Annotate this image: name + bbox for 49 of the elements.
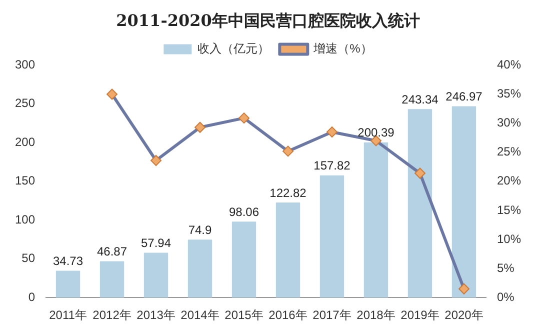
y2-tick-label: 35%	[496, 86, 522, 101]
y-tick-label: 150	[14, 174, 36, 188]
data-label: 157.82	[314, 158, 351, 173]
y-tick-label: 0	[28, 290, 36, 304]
x-tick-label: 2011年	[49, 308, 87, 322]
y-tick-label: 50	[22, 251, 36, 266]
data-label: 74.9	[188, 222, 212, 237]
y2-tick-label: 5%	[496, 260, 515, 275]
bar	[56, 270, 80, 298]
y2-tick-label: 30%	[496, 116, 522, 130]
bar	[232, 222, 256, 298]
bar	[408, 109, 432, 298]
data-label: 98.06	[228, 204, 260, 219]
data-label: 46.87	[97, 244, 128, 259]
y2-tick-label: 40%	[496, 58, 522, 72]
y-tick-label: 200	[14, 134, 36, 149]
bar	[452, 106, 476, 298]
data-label: 200.39	[358, 126, 395, 140]
bar	[100, 261, 124, 298]
data-label: 34.73	[53, 254, 84, 268]
bar	[144, 252, 168, 298]
x-tick-label: 2013年	[136, 308, 176, 322]
y-tick-label: 100	[14, 212, 36, 226]
x-tick-label: 2015年	[224, 308, 264, 322]
data-label: 57.94	[140, 236, 172, 250]
y2-tick-label: 20%	[496, 174, 522, 188]
x-tick-label: 2019年	[400, 308, 440, 322]
x-tick-label: 2016年	[268, 308, 308, 322]
data-label: 122.82	[270, 186, 307, 200]
y2-tick-label: 25%	[496, 144, 522, 159]
x-tick-label: 2014年	[180, 308, 220, 322]
y2-tick-label: 0%	[496, 290, 515, 304]
legend-label: 增速（%）	[312, 42, 372, 56]
x-tick-label: 2018年	[356, 308, 396, 322]
y2-tick-label: 15%	[496, 202, 522, 217]
y2-tick-label: 10%	[496, 232, 522, 246]
bar	[188, 240, 212, 298]
y-tick-label: 250	[14, 96, 36, 110]
chart-title: 2011-2020年中国民营口腔医院收入统计	[116, 10, 420, 30]
y-tick-label: 300	[14, 58, 36, 72]
x-tick-label: 2017年	[312, 308, 352, 322]
data-label: 246.97	[446, 90, 483, 104]
data-label: 243.34	[402, 92, 439, 106]
legend-label: 收入（亿元）	[198, 42, 270, 56]
x-tick-label: 2012年	[92, 308, 132, 322]
bar	[364, 142, 388, 298]
x-tick-label: 2020年	[444, 308, 484, 322]
bar	[276, 202, 300, 298]
bar	[320, 175, 344, 298]
